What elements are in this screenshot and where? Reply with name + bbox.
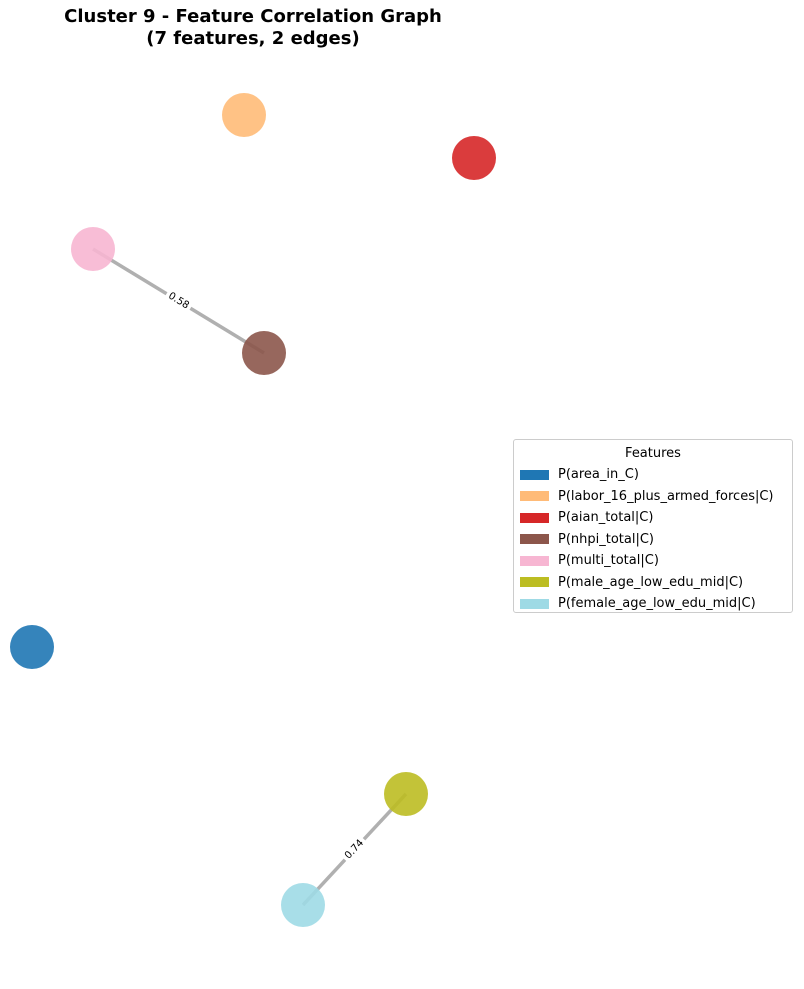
legend-title: Features — [625, 446, 681, 461]
legend-items: P(area_in_C) P(labor_16_plus_armed_forces… — [514, 464, 792, 615]
legend-item: P(aian_total|C) — [514, 507, 792, 529]
legend-label: P(aian_total|C) — [558, 510, 654, 526]
node-male_age_low_edu_mid — [384, 772, 428, 816]
legend-label: P(area_in_C) — [558, 467, 639, 483]
edge-weight-label: 0.58 — [162, 287, 195, 315]
node-labor_16_plus_armed_forces — [222, 93, 266, 137]
node-multi_total — [71, 227, 115, 271]
node-female_age_low_edu_mid — [281, 883, 325, 927]
node-nhpi_total — [242, 331, 286, 375]
legend-item: P(area_in_C) — [514, 464, 792, 486]
legend-item: P(labor_16_plus_armed_forces|C) — [514, 486, 792, 508]
legend-swatch — [520, 534, 549, 545]
chart-title-line1: Cluster 9 - Feature Correlation Graph — [64, 6, 442, 27]
edge-weight-label-bg — [162, 287, 195, 315]
legend-swatch — [520, 577, 549, 588]
edge-weight-label-bg — [339, 834, 370, 865]
legend-swatch — [520, 469, 549, 480]
legend-swatch — [520, 491, 549, 502]
node-area_in_C — [10, 625, 54, 669]
nodes-layer — [10, 93, 496, 927]
legend: Features P(area_in_C) P(labor_16_plus_arm… — [513, 439, 793, 613]
legend-swatch — [520, 512, 549, 523]
legend-item: P(multi_total|C) — [514, 550, 792, 572]
legend-item: P(female_age_low_edu_mid|C) — [514, 593, 792, 615]
legend-swatch — [520, 555, 549, 566]
legend-label: P(female_age_low_edu_mid|C) — [558, 596, 756, 612]
legend-label: P(multi_total|C) — [558, 553, 659, 569]
legend-item: P(nhpi_total|C) — [514, 529, 792, 551]
legend-label: P(male_age_low_edu_mid|C) — [558, 574, 744, 590]
legend-swatch — [520, 598, 549, 609]
chart-title-line2: (7 features, 2 edges) — [146, 28, 360, 49]
legend-label: P(labor_16_plus_armed_forces|C) — [558, 488, 774, 504]
node-aian_total — [452, 136, 496, 180]
legend-item: P(male_age_low_edu_mid|C) — [514, 572, 792, 594]
chart-title: Cluster 9 - Feature Correlation Graph (7… — [0, 6, 506, 50]
legend-label: P(nhpi_total|C) — [558, 531, 655, 547]
